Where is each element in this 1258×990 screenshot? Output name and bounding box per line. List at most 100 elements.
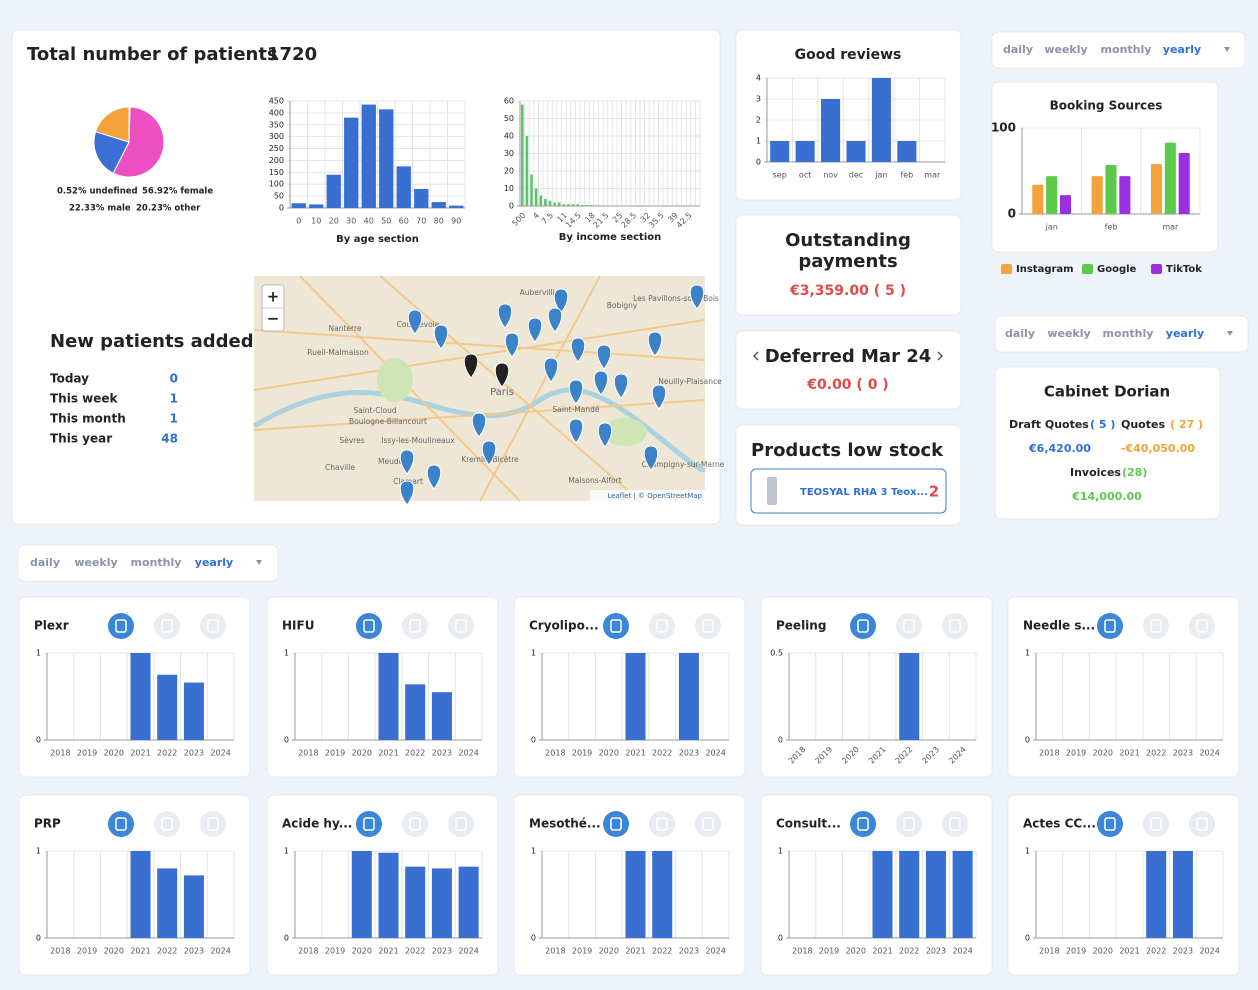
row-value: 48 xyxy=(161,432,178,446)
action-icon[interactable] xyxy=(1189,811,1215,837)
period-tab[interactable]: yearly xyxy=(195,556,233,569)
y-tick-label: 0 xyxy=(36,934,41,943)
action-icon[interactable] xyxy=(896,613,922,639)
x-tick-label: sep xyxy=(773,171,787,180)
bar xyxy=(351,851,372,938)
x-tick-label: 2022 xyxy=(652,947,672,956)
action-icon[interactable] xyxy=(356,811,382,837)
bar xyxy=(431,202,446,208)
action-icon[interactable] xyxy=(154,613,180,639)
x-tick-label: 2021 xyxy=(130,947,150,956)
card xyxy=(994,366,1221,520)
x-tick-label: 2024 xyxy=(1199,947,1219,956)
action-icon[interactable] xyxy=(402,811,428,837)
map-place: Aubervilliers xyxy=(520,288,567,297)
panel-title: Deferred Mar 24 xyxy=(765,346,932,367)
card xyxy=(735,330,962,410)
action-icon[interactable] xyxy=(1097,811,1123,837)
zoom-in[interactable]: + xyxy=(267,288,280,306)
action-icon[interactable] xyxy=(649,613,675,639)
bar xyxy=(1172,851,1193,938)
y-tick-label: 100 xyxy=(991,121,1016,135)
label: Quotes xyxy=(1121,418,1165,431)
action-icon[interactable] xyxy=(1189,613,1215,639)
x-tick-label: oct xyxy=(799,171,811,180)
bar xyxy=(952,851,973,938)
action-icon[interactable] xyxy=(603,811,629,837)
y-tick-label: 350 xyxy=(269,120,284,129)
panel-title: Booking Sources xyxy=(1050,99,1163,113)
icon-glyph xyxy=(363,619,375,633)
period-tab[interactable]: monthly xyxy=(1103,327,1154,340)
action-icon[interactable] xyxy=(1143,811,1169,837)
action-icon[interactable] xyxy=(356,613,382,639)
bar xyxy=(571,204,575,206)
action-icon[interactable] xyxy=(896,811,922,837)
label: Draft Quotes xyxy=(1009,418,1089,431)
dropdown-caret[interactable] xyxy=(256,560,262,565)
action-icon[interactable] xyxy=(1097,613,1123,639)
action-icon[interactable] xyxy=(448,811,474,837)
action-icon[interactable] xyxy=(200,613,226,639)
action-icon[interactable] xyxy=(942,613,968,639)
zoom-out[interactable]: − xyxy=(267,310,280,328)
stock-item[interactable] xyxy=(750,468,947,514)
card-title: Plexr xyxy=(34,619,69,633)
y-tick-label: 1 xyxy=(36,847,41,856)
card-title: Consult... xyxy=(776,817,841,831)
action-icon[interactable] xyxy=(108,811,134,837)
action-icon[interactable] xyxy=(649,811,675,837)
card-title: HIFU xyxy=(282,619,314,633)
period-tab[interactable]: daily xyxy=(30,556,60,569)
card-title: PRP xyxy=(34,817,61,831)
prev-arrow[interactable] xyxy=(752,351,759,361)
pie-label: 0.52% undefined xyxy=(57,187,138,197)
map-road xyxy=(253,329,706,361)
map-place: Meudon xyxy=(378,457,408,466)
y-tick-label: 0 xyxy=(756,158,761,167)
x-tick-label: 2019 xyxy=(77,749,97,758)
action-icon[interactable] xyxy=(850,811,876,837)
icon-glyph xyxy=(1104,619,1116,633)
action-icon[interactable] xyxy=(448,613,474,639)
period-tab[interactable]: daily xyxy=(1003,43,1033,56)
action-icon[interactable] xyxy=(200,811,226,837)
action-icon[interactable] xyxy=(108,613,134,639)
action-icon[interactable] xyxy=(695,811,721,837)
dropdown-caret[interactable] xyxy=(1227,331,1233,336)
action-icon[interactable] xyxy=(154,811,180,837)
period-tab[interactable]: weekly xyxy=(1044,43,1087,56)
period-tab[interactable]: monthly xyxy=(131,556,182,569)
next-arrow[interactable] xyxy=(937,351,944,361)
period-tab[interactable]: weekly xyxy=(1047,327,1090,340)
action-icon[interactable] xyxy=(402,613,428,639)
action-icon[interactable] xyxy=(942,811,968,837)
action-icon[interactable] xyxy=(1143,613,1169,639)
bar xyxy=(1146,851,1167,938)
x-tick-label: 2022 xyxy=(157,947,177,956)
bar xyxy=(378,852,399,938)
y-tick-label: 1 xyxy=(531,649,536,658)
row-label: Today xyxy=(50,372,89,386)
action-icon[interactable] xyxy=(850,613,876,639)
action-icon[interactable] xyxy=(603,613,629,639)
bar xyxy=(326,174,341,208)
period-tab[interactable]: yearly xyxy=(1163,43,1201,56)
map-pin xyxy=(596,344,612,370)
period-tab[interactable]: daily xyxy=(1005,327,1035,340)
action-icon[interactable] xyxy=(695,613,721,639)
period-tab[interactable]: weekly xyxy=(74,556,117,569)
x-tick-label: 70 xyxy=(416,217,426,226)
bar xyxy=(378,653,399,740)
period-tab[interactable]: monthly xyxy=(1101,43,1152,56)
map-pin xyxy=(399,449,415,475)
dropdown-caret[interactable] xyxy=(1224,47,1230,52)
icon-glyph xyxy=(455,619,467,633)
x-tick-label: 2018 xyxy=(1039,749,1059,758)
map-pin xyxy=(399,480,415,506)
period-tab[interactable]: yearly xyxy=(1166,327,1204,340)
bar xyxy=(344,117,359,208)
icon-glyph xyxy=(857,817,869,831)
bar xyxy=(872,851,893,938)
x-tick-label: feb xyxy=(1105,223,1118,232)
